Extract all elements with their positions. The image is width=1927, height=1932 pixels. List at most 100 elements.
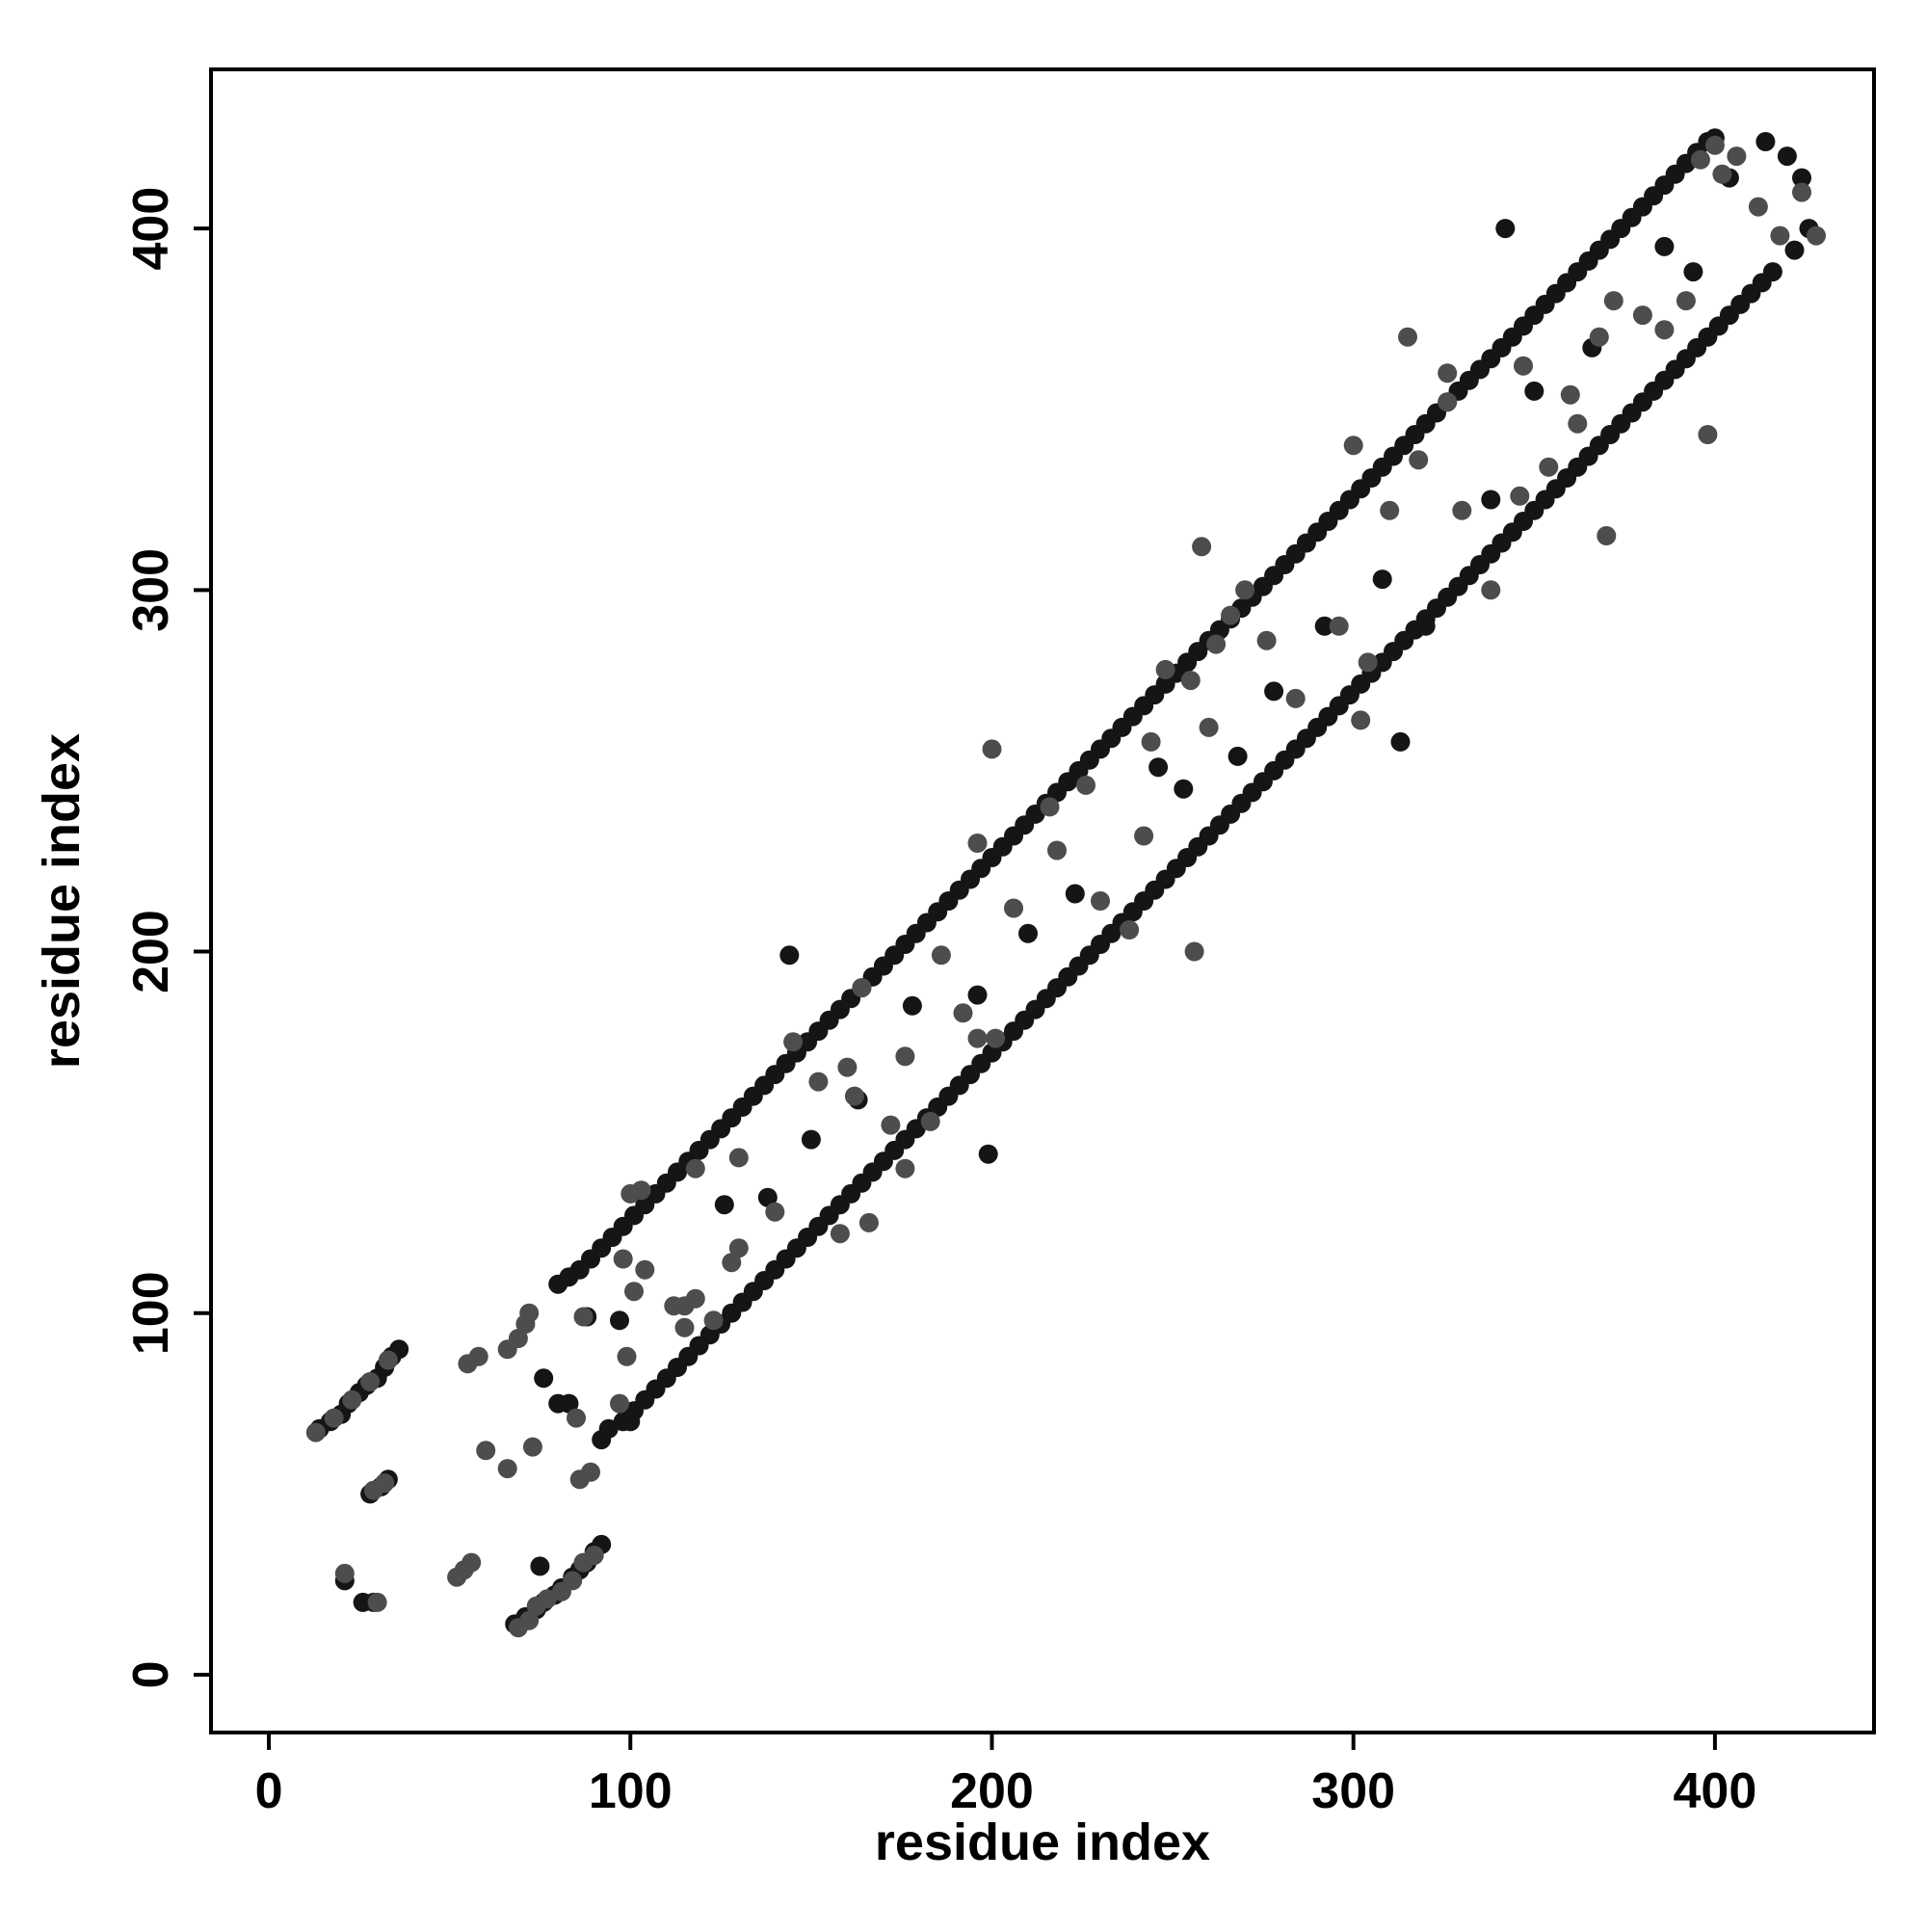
data-point <box>1004 898 1023 918</box>
data-point <box>714 1195 734 1215</box>
data-point <box>852 978 872 998</box>
data-point <box>342 1389 362 1410</box>
data-point <box>1784 240 1805 260</box>
data-point <box>1535 490 1555 510</box>
data-point <box>1145 685 1165 705</box>
data-point <box>534 1368 554 1389</box>
data-point <box>978 1144 998 1164</box>
data-point <box>610 1310 629 1331</box>
data-point <box>1076 775 1095 795</box>
data-point <box>367 1592 387 1612</box>
data-point <box>798 1228 818 1247</box>
data-point <box>584 1546 604 1566</box>
data-point <box>1227 746 1248 766</box>
data-point <box>602 1228 622 1247</box>
data-point <box>1415 616 1436 636</box>
data-point <box>519 1303 540 1323</box>
x-axis-title: residue index <box>875 1813 1210 1871</box>
data-point <box>732 1292 752 1312</box>
x-tick-label: 200 <box>950 1763 1034 1819</box>
data-point <box>1438 392 1458 412</box>
data-point <box>1384 642 1403 662</box>
data-point <box>1040 797 1060 817</box>
data-point <box>971 859 991 879</box>
y-tick-label: 200 <box>123 910 179 993</box>
data-point <box>1730 294 1751 314</box>
data-point <box>884 945 905 966</box>
data-point <box>1514 316 1533 336</box>
plot-frame <box>209 67 1876 1734</box>
data-point <box>563 1571 583 1591</box>
data-point <box>1727 146 1747 167</box>
data-point <box>1491 533 1512 553</box>
data-point <box>1514 512 1533 531</box>
data-point <box>1188 642 1208 662</box>
data-point <box>1398 327 1417 347</box>
data-point <box>1470 555 1490 574</box>
data-point <box>1752 273 1772 293</box>
data-point <box>776 1249 796 1269</box>
y-tick-label: 0 <box>123 1661 179 1689</box>
data-point <box>1603 291 1623 311</box>
data-point <box>1253 772 1273 792</box>
data-point <box>559 1393 579 1414</box>
data-point <box>1427 598 1446 619</box>
data-point <box>1578 251 1598 271</box>
data-point <box>783 1032 804 1052</box>
y-tick-label: 400 <box>123 187 179 271</box>
data-point <box>1209 815 1229 835</box>
data-point <box>1665 359 1685 380</box>
data-point <box>360 1372 381 1391</box>
data-point <box>1470 359 1490 380</box>
data-point <box>971 1053 991 1073</box>
data-point <box>1491 337 1512 357</box>
data-point <box>949 1075 969 1096</box>
data-point <box>1188 836 1208 857</box>
data-point <box>334 1563 355 1583</box>
data-point <box>1047 840 1067 860</box>
data-point <box>931 945 951 966</box>
data-point <box>1148 757 1169 778</box>
data-point <box>1318 706 1338 727</box>
data-point <box>711 1119 731 1139</box>
data-point <box>1557 468 1577 488</box>
data-point <box>1351 710 1371 730</box>
data-point <box>685 1158 705 1178</box>
data-point <box>689 1140 709 1160</box>
data-point <box>1622 403 1642 423</box>
data-point <box>1015 815 1035 835</box>
data-point <box>1079 750 1099 770</box>
x-tick-label: 300 <box>1311 1763 1395 1819</box>
data-point <box>982 739 1002 759</box>
data-point <box>884 1140 905 1160</box>
data-point <box>754 1271 775 1290</box>
data-point <box>462 1552 482 1573</box>
data-point <box>573 1307 594 1327</box>
data-point <box>1209 620 1229 640</box>
data-point <box>754 1075 775 1096</box>
data-point <box>1676 291 1696 311</box>
data-point <box>1180 671 1201 691</box>
data-point <box>646 1183 666 1204</box>
data-point <box>538 1589 557 1609</box>
data-point <box>1495 219 1516 239</box>
data-point <box>1174 779 1194 799</box>
data-point <box>468 1346 488 1366</box>
data-point <box>776 1053 796 1073</box>
data-point <box>1539 457 1559 477</box>
data-point <box>1058 772 1078 792</box>
data-point <box>728 1148 749 1168</box>
data-point <box>1361 468 1382 488</box>
data-point <box>906 923 926 943</box>
data-point <box>895 1158 915 1178</box>
data-point <box>378 1350 398 1370</box>
data-point <box>646 1379 666 1399</box>
data-point <box>624 1401 644 1421</box>
data-point <box>1792 182 1811 202</box>
data-point <box>1343 436 1363 456</box>
data-point <box>1358 652 1378 673</box>
data-point <box>1122 902 1143 922</box>
data-point <box>1452 500 1472 520</box>
data-point <box>722 1253 742 1273</box>
